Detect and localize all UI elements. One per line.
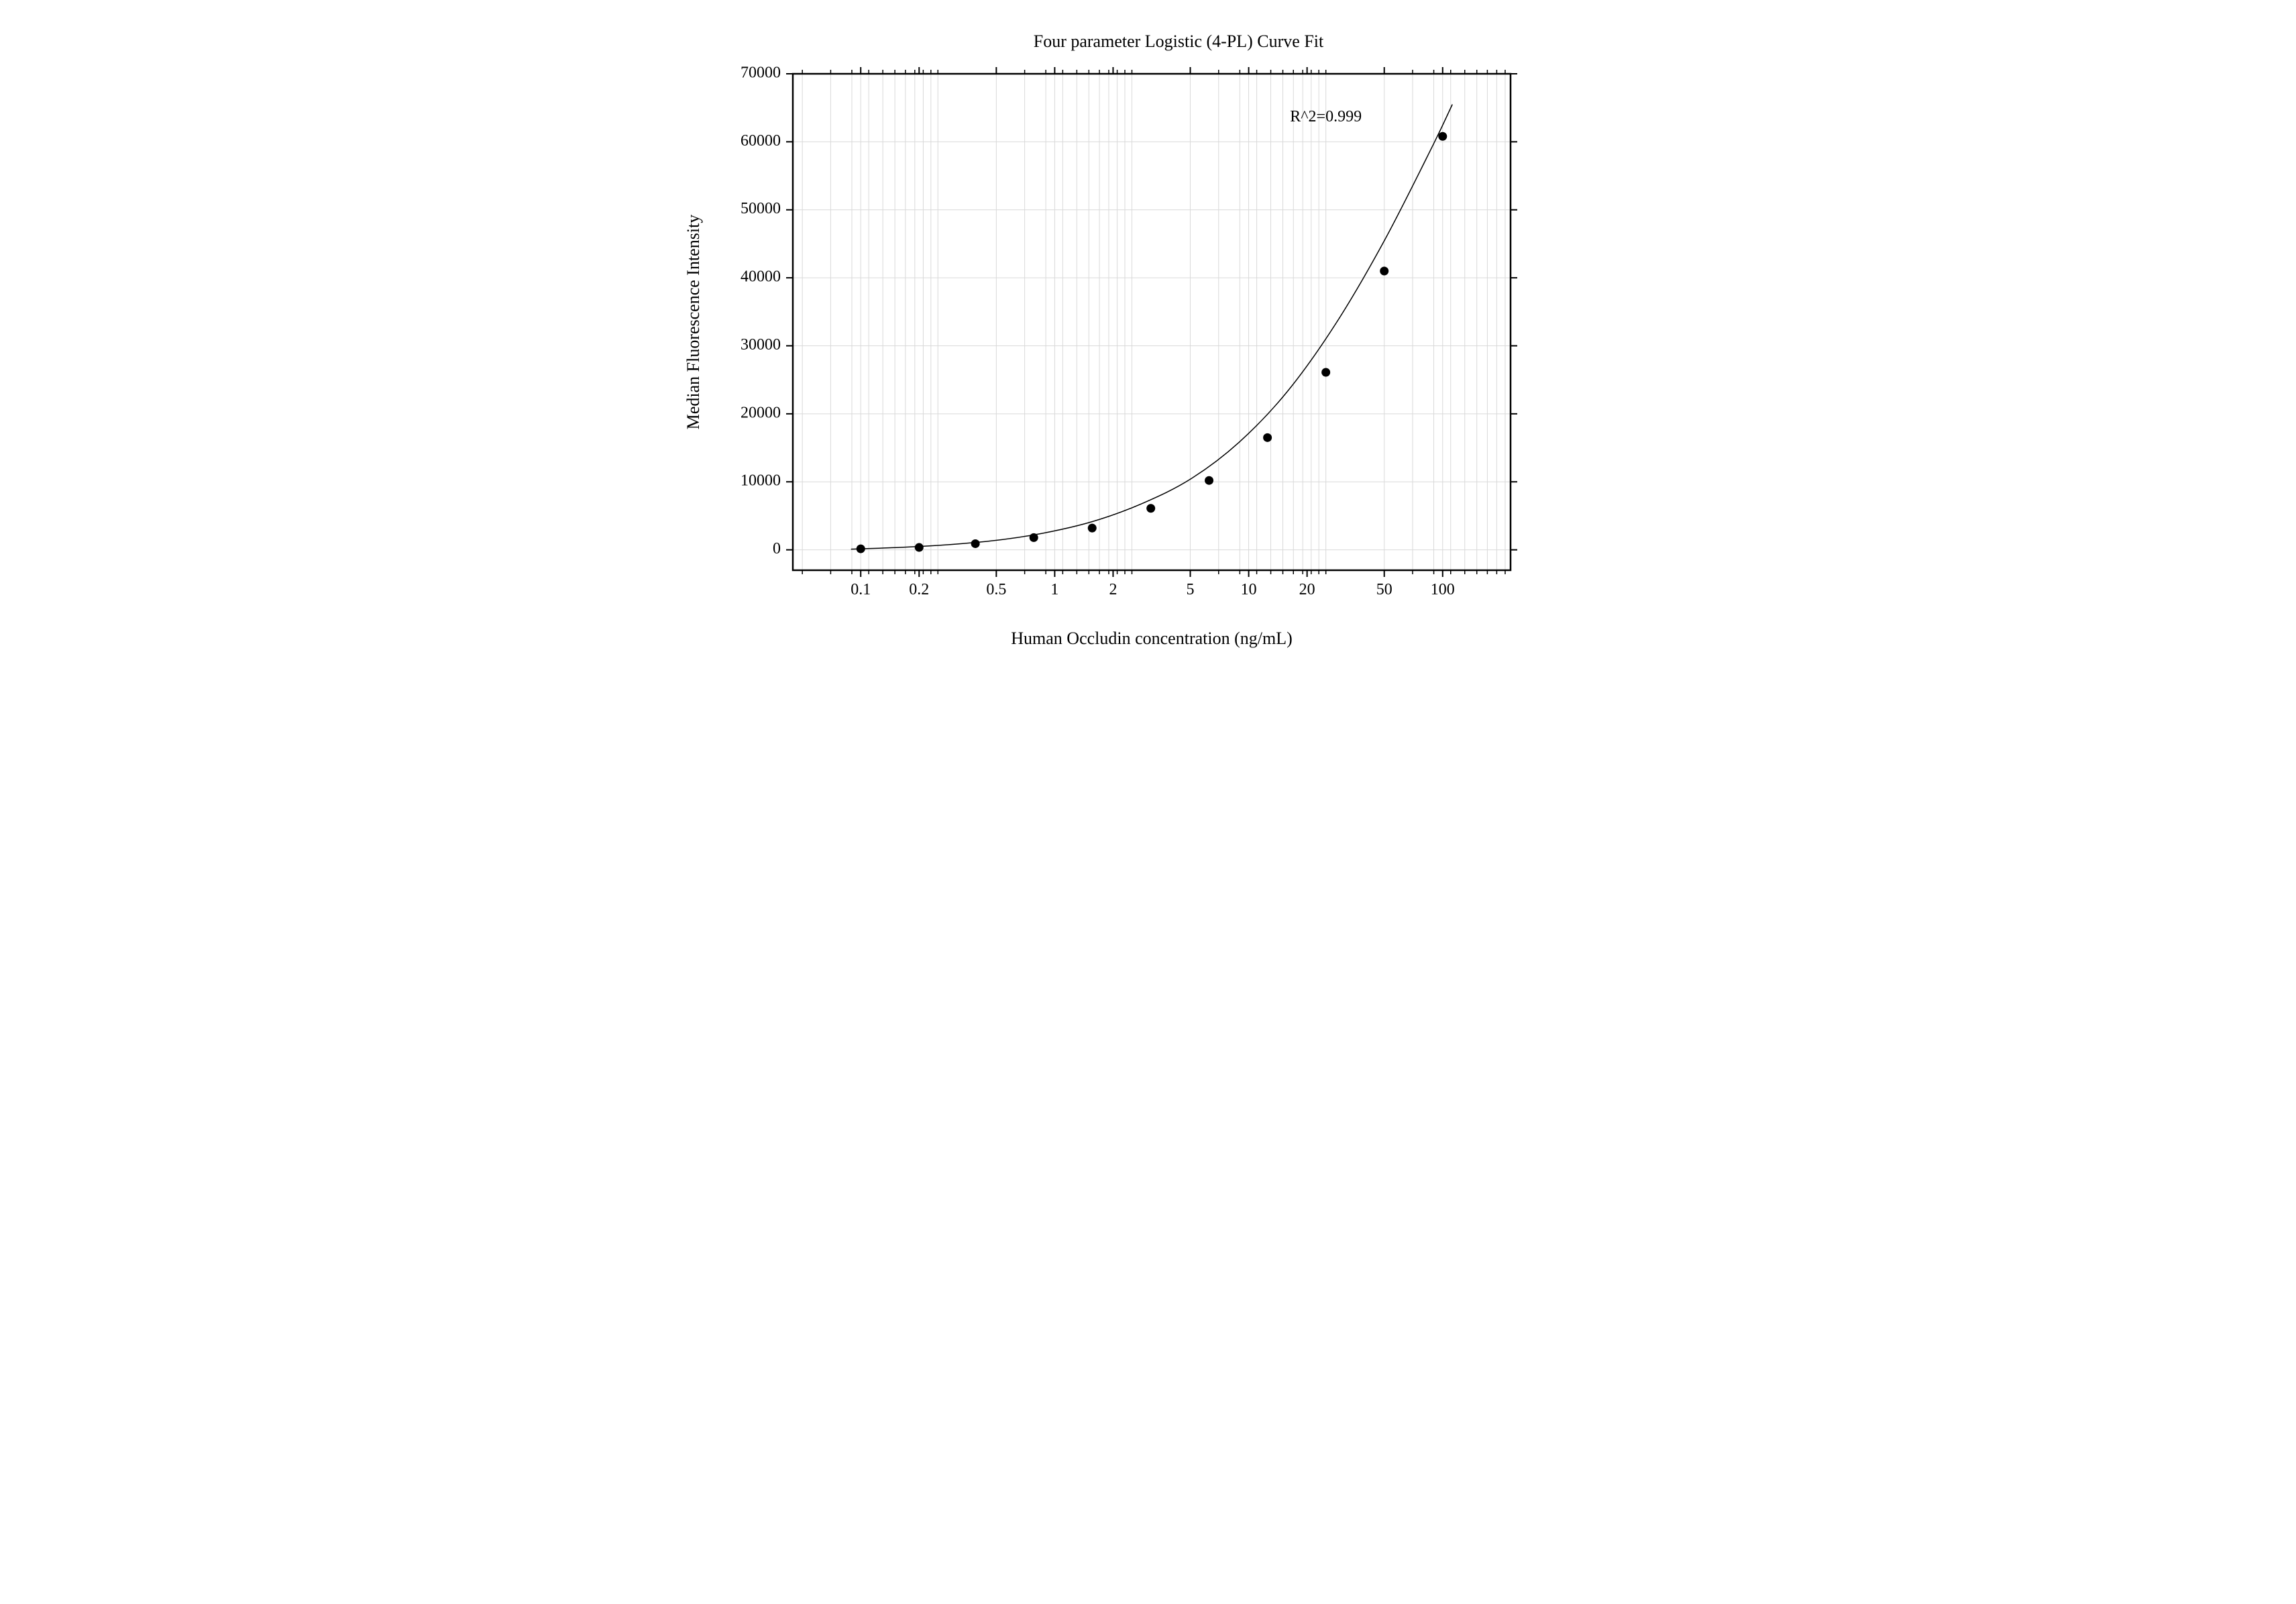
data-point	[1380, 266, 1388, 275]
x-tick-label: 10	[1240, 581, 1256, 598]
data-point	[1146, 504, 1155, 513]
x-tick-label: 0.5	[986, 581, 1006, 598]
chart-title: Four parameter Logistic (4-PL) Curve Fit	[1033, 32, 1323, 51]
x-tick-label: 20	[1299, 581, 1315, 598]
x-tick-label: 0.1	[851, 581, 871, 598]
x-tick-label: 0.2	[909, 581, 929, 598]
chart-container: 0 10000 20000 30000 40000 50000 60000 70000 0.1 0…	[639, 0, 1658, 725]
data-point	[971, 539, 979, 548]
y-tick-label: 50000	[741, 200, 781, 217]
r-squared-annotation: R^2=0.999	[1290, 108, 1362, 125]
y-tick-label: 10000	[741, 472, 781, 490]
y-tick-label: 40000	[741, 268, 781, 286]
data-point	[1205, 476, 1213, 485]
x-tick-label: 5	[1186, 581, 1194, 598]
y-axis-label: Median Fluorescence Intensity	[684, 215, 703, 430]
x-axis-label: Human Occludin concentration (ng/mL)	[1011, 629, 1292, 648]
chart-svg: 0 10000 20000 30000 40000 50000 60000 70000 0.1 0…	[639, 13, 1658, 725]
data-point	[1263, 433, 1272, 442]
data-point	[1321, 368, 1330, 377]
data-point	[1029, 533, 1038, 542]
y-tick-label: 60000	[741, 132, 781, 150]
y-tick-label: 20000	[741, 404, 781, 421]
x-tick-label: 100	[1430, 581, 1454, 598]
data-point	[1087, 524, 1096, 533]
y-tick-label: 0	[773, 540, 781, 557]
data-point	[1438, 132, 1447, 141]
x-tick-label: 2	[1109, 581, 1117, 598]
y-tick-label: 30000	[741, 336, 781, 354]
x-tick-label: 50	[1376, 581, 1392, 598]
data-point	[856, 545, 865, 553]
x-tick-label: 1	[1050, 581, 1058, 598]
y-tick-label: 70000	[741, 64, 781, 82]
data-point	[914, 543, 923, 552]
